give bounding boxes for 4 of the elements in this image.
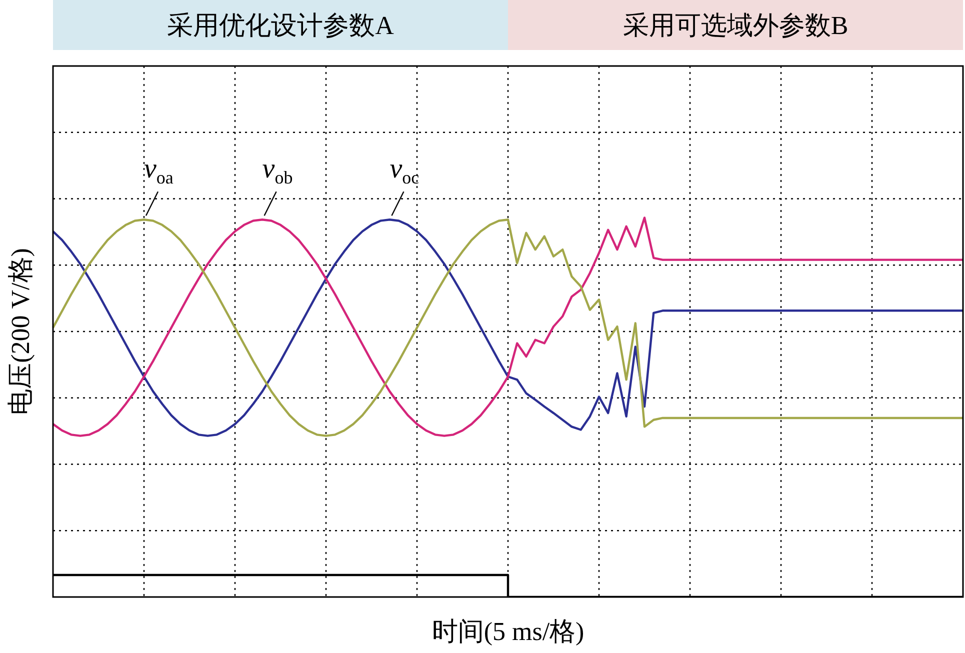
text: 采用优化设计参数A xyxy=(53,0,508,50)
y-axis-title: 电压(200 V/格) xyxy=(6,248,35,415)
text: 采用可选域外参数B xyxy=(508,0,963,50)
x-axis-title: 时间(5 ms/格) xyxy=(432,616,584,646)
